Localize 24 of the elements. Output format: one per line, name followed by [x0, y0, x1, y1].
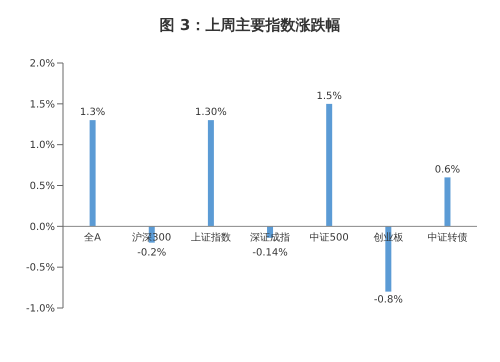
data-label: 0.6% — [434, 164, 460, 176]
bar — [208, 120, 214, 226]
bar — [326, 104, 332, 226]
y-tick-label: -0.5% — [26, 262, 55, 274]
data-label: 1.5% — [316, 90, 342, 102]
y-tick-label: 0.5% — [30, 181, 55, 192]
bar — [444, 177, 450, 226]
data-label: -0.14% — [252, 247, 288, 258]
data-label: 1.30% — [195, 107, 227, 118]
data-label: 1.3% — [80, 107, 106, 118]
x-tick-label: 中证500 — [310, 231, 349, 244]
y-tick-label: 1.5% — [30, 99, 55, 110]
data-label: -0.2% — [137, 247, 166, 258]
y-tick-label: 1.0% — [30, 140, 55, 152]
bar — [90, 120, 96, 226]
x-tick-label: 上证指数 — [190, 231, 231, 244]
y-tick-label: -1.0% — [26, 304, 55, 315]
chart-title: 图 3：上周主要指数涨跌幅 — [158, 16, 342, 35]
data-label: -0.8% — [374, 294, 403, 306]
x-tick-label: 深证成指 — [250, 231, 290, 244]
x-tick-label: 全A — [84, 231, 102, 244]
x-tick-label: 中证转债 — [427, 231, 468, 244]
y-tick-label: 2.0% — [30, 58, 55, 70]
y-tick-label: 0.0% — [30, 222, 55, 233]
